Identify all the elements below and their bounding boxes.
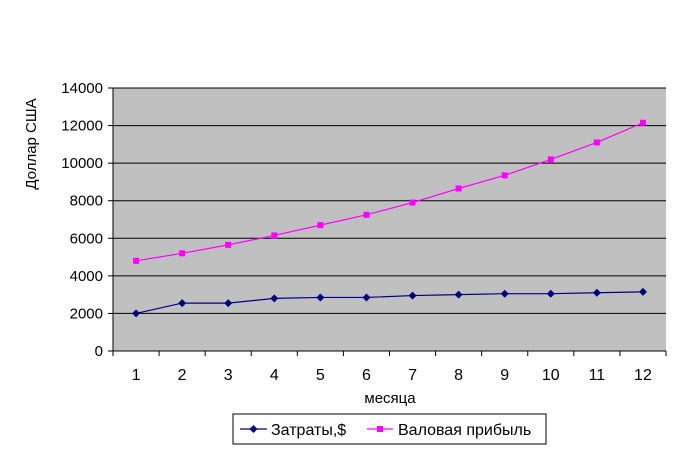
data-point <box>409 199 416 206</box>
y-tick-label: 2000 <box>70 305 103 322</box>
plot-area <box>113 88 666 351</box>
data-point <box>270 294 279 303</box>
legend-label-gross-profit: Валовая прибыль <box>398 422 531 439</box>
y-tick-label: 14000 <box>61 80 103 97</box>
x-tick-label: 5 <box>316 367 325 384</box>
x-tick-label: 7 <box>408 367 417 384</box>
x-tick-label: 11 <box>589 367 606 384</box>
y-tick-label: 10000 <box>61 155 103 172</box>
x-tick-label: 8 <box>454 367 463 384</box>
data-point <box>133 257 140 264</box>
y-tick-label: 4000 <box>70 268 103 285</box>
data-point <box>224 299 233 308</box>
legend: Затраты,$ Валовая прибыль <box>232 413 547 445</box>
data-point <box>592 288 601 297</box>
series-line <box>135 122 644 262</box>
data-point <box>454 290 463 299</box>
data-point <box>178 299 187 308</box>
y-axis-title: Доллар США <box>23 98 40 189</box>
x-tick-label: 4 <box>270 367 279 384</box>
series-line <box>135 291 643 315</box>
data-point <box>639 119 646 126</box>
data-point <box>132 309 141 318</box>
data-point <box>408 291 417 300</box>
x-tick-label: 3 <box>224 367 233 384</box>
x-tick-label: 6 <box>362 367 371 384</box>
data-point <box>317 222 324 229</box>
x-tick-label: 9 <box>500 367 509 384</box>
legend-marker-gross-profit <box>377 426 383 432</box>
data-point <box>500 289 509 298</box>
data-point <box>593 139 600 146</box>
data-point <box>638 287 647 296</box>
legend-marker-costs <box>249 425 258 433</box>
x-tick-label: 1 <box>132 367 141 384</box>
data-point <box>546 289 555 298</box>
x-tick-label: 10 <box>542 367 560 384</box>
x-tick-label: 12 <box>634 367 652 384</box>
y-tick-label: 0 <box>95 343 103 360</box>
y-tick-label: 12000 <box>61 118 103 135</box>
data-point <box>271 232 278 239</box>
data-point <box>362 293 371 302</box>
data-point <box>363 211 370 218</box>
x-tick-label: 2 <box>178 367 187 384</box>
gridlines <box>113 87 666 314</box>
data-point <box>179 250 186 257</box>
series-1 <box>133 119 646 264</box>
y-tick-label: 6000 <box>70 230 103 247</box>
data-point <box>225 241 232 248</box>
data-point <box>455 185 462 192</box>
series-group <box>132 119 647 318</box>
x-axis-title: месяца <box>364 390 416 407</box>
legend-label-costs: Затраты,$ <box>271 422 346 439</box>
data-point <box>547 156 554 163</box>
y-tick-label: 8000 <box>70 193 103 210</box>
data-point <box>316 293 325 302</box>
series-0 <box>132 287 647 318</box>
data-point <box>501 172 508 179</box>
